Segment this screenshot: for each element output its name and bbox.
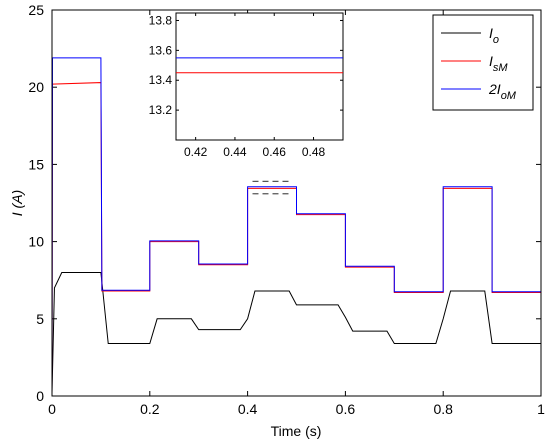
- y-axis-title: I (A): [9, 190, 25, 216]
- x-tick-label: 0.2: [140, 401, 160, 417]
- x-axis-title: Time (s): [271, 423, 322, 439]
- legend-box: [432, 14, 534, 111]
- highlight-box-group: [252, 180, 292, 195]
- inset-y-tick-label: 13.6: [149, 43, 173, 57]
- x-tick-label: 0.6: [336, 401, 356, 417]
- inset-x-tick-label: 0.46: [263, 145, 287, 159]
- y-tick-label: 10: [28, 234, 44, 250]
- inset-plot: 0.42 0.44 0.46 0.48 13.2 13.4 13.6 13.8: [149, 12, 344, 159]
- series-line-1: [51, 271, 541, 393]
- inset-frame: [175, 12, 344, 141]
- inset-x-tick-label: 0.48: [302, 145, 326, 159]
- inset-x-tick-label: 0.44: [223, 145, 247, 159]
- x-tick-label: 0: [48, 401, 56, 417]
- y-tick-label: 5: [36, 311, 44, 327]
- main-series-group: [51, 57, 541, 397]
- legend-label-2: IsM: [489, 53, 508, 74]
- legend-label-1: Io: [489, 25, 499, 46]
- x-tick-label: 0.8: [433, 401, 453, 417]
- plot-frame: [51, 9, 542, 397]
- series-line-3: [51, 57, 541, 397]
- x-tick-label: 1: [537, 401, 545, 417]
- inset-y-tick-label: 13.8: [149, 13, 173, 27]
- legend-label-3: 2IoM: [488, 81, 517, 102]
- y-tick-label: 25: [28, 2, 44, 18]
- x-tick-label: 0.4: [238, 401, 258, 417]
- inset-y-tick-label: 13.2: [149, 103, 173, 117]
- y-tick-label: 15: [28, 156, 44, 172]
- y-tick-label: 0: [36, 388, 44, 404]
- inset-y-tick-label: 13.4: [149, 73, 173, 87]
- y-tick-label: 20: [28, 79, 44, 95]
- legend: Io IsM 2IoM: [432, 14, 534, 111]
- inset-x-tick-label: 0.42: [184, 145, 208, 159]
